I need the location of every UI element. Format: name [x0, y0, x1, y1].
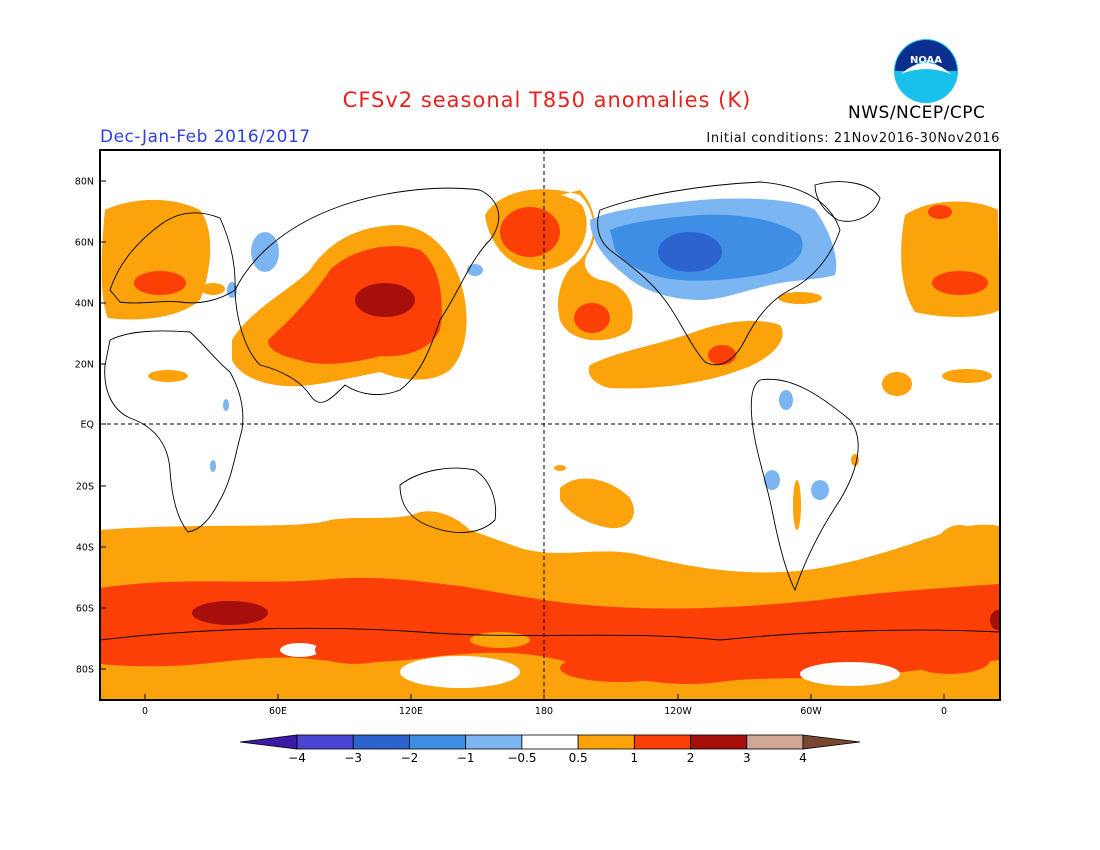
colorbar-label: −2	[401, 751, 419, 765]
season-label: Dec-Jan-Feb 2016/2017	[100, 127, 311, 147]
colorbar-label: 0.5	[569, 751, 588, 765]
lat-axis: 80N 60N 40N 20N EQ 20S 40S 60S 80S	[75, 177, 106, 676]
colorbar-box	[296, 734, 354, 750]
map-title: CFSv2 seasonal T850 anomalies (K)	[342, 88, 752, 112]
colorbar-label: 4	[799, 751, 807, 765]
lat-tick-label: 20N	[75, 360, 94, 371]
coastlines	[100, 181, 1000, 641]
lon-tick-label: 0	[941, 706, 947, 717]
agency-label: NWS/NCEP/CPC	[848, 103, 986, 123]
map-border	[99, 149, 1001, 701]
lon-tick-label: 0	[142, 706, 148, 717]
colorbar-label: 2	[687, 751, 695, 765]
colorbar-box	[577, 734, 635, 750]
lon-tick-label: 180	[535, 706, 553, 717]
colorbar-box	[409, 734, 467, 750]
colorbar-low-triangle	[239, 734, 298, 750]
lat-tick-label: 80N	[75, 177, 94, 188]
lat-tick-label: 80S	[76, 665, 94, 676]
lon-tick-label: 120E	[399, 706, 423, 717]
colorbar-box	[352, 734, 410, 750]
lon-axis: 0 60E 120E 180 120W 60W 0	[142, 694, 947, 717]
lat-tick-label: 60S	[76, 604, 94, 615]
colorbar-box	[521, 734, 579, 750]
lon-tick-label: 120W	[664, 706, 692, 717]
colorbar-label: 1	[631, 751, 639, 765]
lat-tick-label: EQ	[81, 420, 94, 431]
initial-conditions-label: Initial conditions: 21Nov2016-30Nov2016	[706, 131, 1000, 146]
colorbar-label: −1	[457, 751, 475, 765]
colorbar-label: 3	[743, 751, 751, 765]
colorbar-high-triangle	[802, 734, 861, 750]
noaa-logo-icon: NOAA	[894, 39, 958, 103]
lat-tick-label: 20S	[76, 482, 94, 493]
svg-text:NOAA: NOAA	[910, 55, 942, 66]
colorbar-box	[690, 734, 748, 750]
lat-tick-label: 40N	[75, 299, 94, 310]
colorbar-label: −4	[288, 751, 306, 765]
colorbar-label: −3	[344, 751, 362, 765]
lon-tick-label: 60W	[800, 706, 822, 717]
lat-tick-label: 60N	[75, 238, 94, 249]
lon-tick-label: 60E	[269, 706, 287, 717]
lat-tick-label: 40S	[76, 543, 94, 554]
colorbar-box	[633, 734, 691, 750]
anomaly-fields	[100, 189, 1000, 700]
colorbar-box	[746, 734, 804, 750]
colorbar: −4 −3 −2 −1 −0.5 0.5 1 2 3 4	[239, 734, 861, 765]
colorbar-box	[465, 734, 523, 750]
colorbar-label: −0.5	[507, 751, 536, 765]
